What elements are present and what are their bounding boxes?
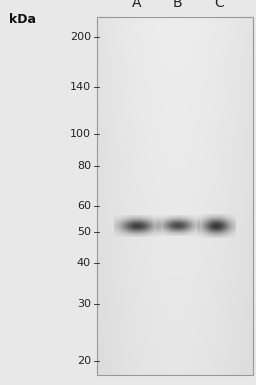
Text: 140: 140 [70,82,91,92]
Text: 60: 60 [77,201,91,211]
Text: 100: 100 [70,129,91,139]
Text: B: B [173,0,183,10]
Text: 40: 40 [77,258,91,268]
Text: kDa: kDa [9,13,36,27]
Text: 20: 20 [77,356,91,366]
Text: 30: 30 [77,299,91,309]
Text: C: C [214,0,224,10]
Bar [97,17,253,375]
Text: 200: 200 [70,32,91,42]
Text: 50: 50 [77,227,91,237]
Text: A: A [132,0,142,10]
Text: 80: 80 [77,161,91,171]
